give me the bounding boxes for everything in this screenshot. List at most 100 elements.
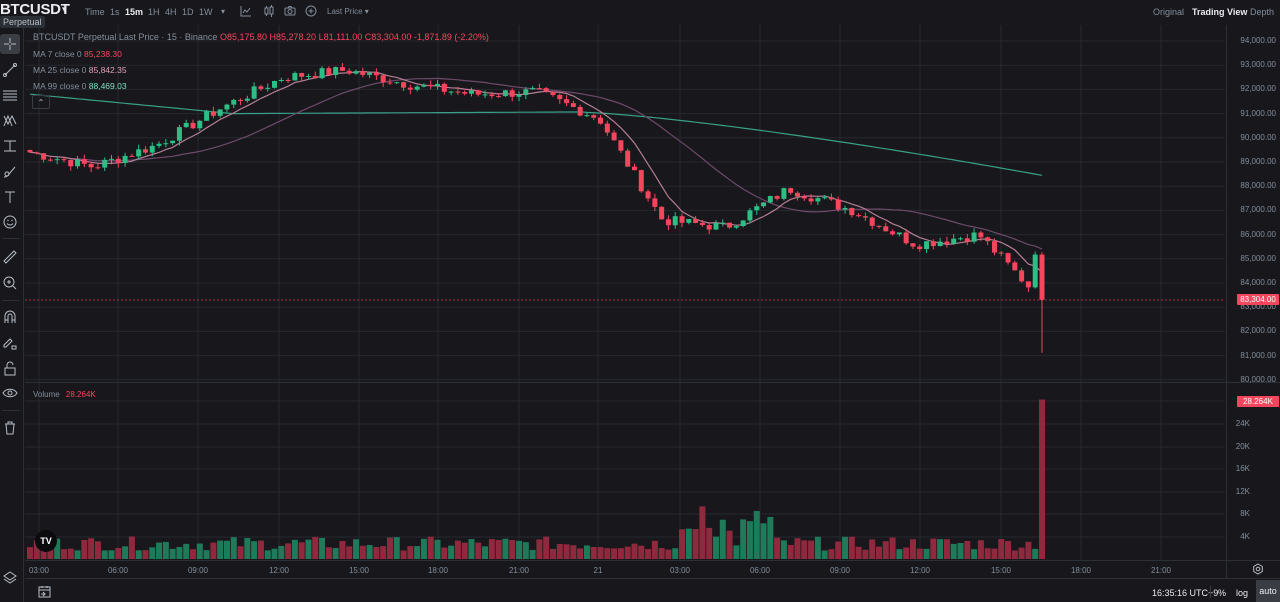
price-tick: 85,000.00 [1240, 253, 1276, 263]
visibility-tool[interactable] [0, 384, 20, 404]
ma25-value: 85,842.35 [88, 65, 127, 75]
interval-1h[interactable]: 1H [148, 7, 160, 17]
time-tick: 06:00 [107, 566, 129, 575]
clock: 16:35:16 UTC+9 [1152, 588, 1219, 598]
lock-drawing-tool[interactable] [0, 333, 20, 353]
time-tick: 15:00 [348, 566, 370, 575]
time-tick: 21:00 [1150, 566, 1172, 575]
price-axis-border [1226, 25, 1227, 578]
chart-style-icon[interactable] [263, 5, 275, 17]
ruler-tool[interactable] [0, 247, 20, 267]
time-tick: 12:00 [268, 566, 290, 575]
layers-icon [3, 571, 17, 584]
time-axis-border [25, 560, 1280, 561]
price-tick: 93,000.00 [1240, 60, 1276, 70]
measure-tool[interactable] [0, 136, 20, 156]
go-to-date-icon[interactable] [38, 585, 51, 598]
more-intervals-caret[interactable]: ▾ [221, 7, 226, 16]
magnet-tool[interactable] [0, 307, 20, 327]
volume-value: 28.264K [65, 390, 96, 399]
price-tick: 92,000.00 [1240, 84, 1276, 94]
legend-high: H85,278.20 [269, 32, 317, 42]
price-tick: 86,000.00 [1240, 229, 1276, 239]
time-tick: 21 [593, 566, 603, 575]
emoji-tool[interactable] [0, 212, 20, 232]
delete-drawings-tool[interactable] [0, 418, 20, 438]
ohlc-legend: BTCUSDT Perpetual Last Price · 15 · Bina… [33, 32, 489, 42]
ma25-label: MA 25 close 0 [33, 65, 87, 75]
unlock-icon [4, 361, 16, 376]
interval-1s[interactable]: 1s [110, 7, 120, 17]
divider [2, 300, 20, 301]
ma7-value: 85,238.30 [84, 49, 122, 59]
current-volume-tag: 28.264K [1237, 396, 1279, 407]
tradingview-logo[interactable]: TV [35, 530, 57, 552]
price-tick: 94,000.00 [1240, 36, 1276, 45]
volume-tick: 12K [1235, 487, 1250, 496]
auto-scale-button[interactable]: auto [1256, 580, 1280, 602]
percent-scale-button[interactable]: % [1218, 588, 1227, 598]
time-tick: 06:00 [749, 566, 771, 575]
collapse-legend-button[interactable]: ⌃ [32, 95, 50, 109]
time-tick: 09:00 [187, 566, 209, 575]
camera-icon[interactable] [284, 5, 296, 17]
brush-tool[interactable] [0, 161, 20, 181]
unlock-tool[interactable] [0, 359, 20, 379]
crosshair-icon [4, 38, 16, 50]
indicators-icon[interactable] [240, 5, 252, 17]
volume-tick: 24K [1235, 419, 1250, 428]
volume-tick: 4K [1240, 532, 1250, 541]
price-tick: 83,000.00 [1240, 302, 1276, 312]
settings-gear-icon[interactable] [1252, 563, 1264, 575]
magnet-icon [4, 310, 16, 323]
interval-1d[interactable]: 1D [182, 7, 194, 17]
text-tool[interactable] [0, 187, 20, 207]
legend-open: O85,175.80 [219, 32, 267, 42]
volume-tick: 8K [1240, 509, 1250, 518]
log-scale-button[interactable]: log [1236, 588, 1249, 598]
zoom-in-tool[interactable] [0, 273, 20, 293]
object-tree-tool[interactable] [0, 568, 20, 588]
price-tick: 87,000.00 [1240, 205, 1276, 215]
ma99-label: MA 99 close 0 [33, 81, 87, 91]
candlestick-chart[interactable] [25, 25, 1225, 560]
pane-separator[interactable] [25, 382, 1280, 383]
pattern-tool[interactable] [0, 111, 20, 131]
divider [2, 238, 20, 239]
ma25-legend[interactable]: MA 25 close 0 85,842.35 [33, 65, 127, 75]
divider [2, 410, 20, 411]
time-tick: 03:00 [669, 566, 691, 575]
price-tick: 91,000.00 [1240, 108, 1276, 118]
time-tick: 18:00 [427, 566, 449, 575]
add-icon[interactable] [305, 5, 317, 17]
tab-original[interactable]: Original [1153, 7, 1185, 17]
interval-15m[interactable]: 15m [125, 7, 144, 17]
time-tick: 09:00 [829, 566, 851, 575]
zoom-in-icon [3, 276, 17, 290]
price-tick: 88,000.00 [1240, 181, 1276, 191]
chevron-down-icon[interactable]: ▾ [62, 4, 67, 14]
interval-1w[interactable]: 1W [199, 7, 213, 17]
ma7-legend[interactable]: MA 7 close 0 85,238.30 [33, 49, 122, 59]
crosshair-tool[interactable] [0, 34, 20, 54]
price-tick: 90,000.00 [1240, 132, 1276, 142]
ruler-icon [3, 250, 17, 264]
tab-depth[interactable]: Depth [1250, 7, 1275, 17]
ma99-legend[interactable]: MA 99 close 0 88,469.03 [33, 81, 127, 91]
measure-icon [4, 140, 16, 152]
interval-4h[interactable]: 4H [165, 7, 177, 17]
trend-line-tool[interactable] [0, 60, 20, 80]
price-type-selector[interactable]: Last Price ▾ [327, 7, 369, 16]
legend-title: BTCUSDT Perpetual Last Price · 15 · Bina… [33, 32, 218, 42]
perpetual-badge: Perpetual [0, 16, 45, 28]
horizontal-lines-tool[interactable] [0, 85, 20, 105]
pencil-lock-icon [3, 338, 17, 350]
time-tick: 18:00 [1070, 566, 1092, 575]
top-toolbar: BTCUSDT ▾ Perpetual Time 1s 15m 1H 4H 1D… [0, 0, 1280, 28]
time-tick: 15:00 [990, 566, 1012, 575]
volume-label: Volume [33, 390, 60, 399]
symbol-selector[interactable]: BTCUSDT [0, 1, 70, 18]
trend-line-icon [3, 63, 17, 77]
tab-trading-view[interactable]: Trading View [1192, 7, 1248, 17]
legend-low: L81,111.00 [318, 32, 363, 42]
